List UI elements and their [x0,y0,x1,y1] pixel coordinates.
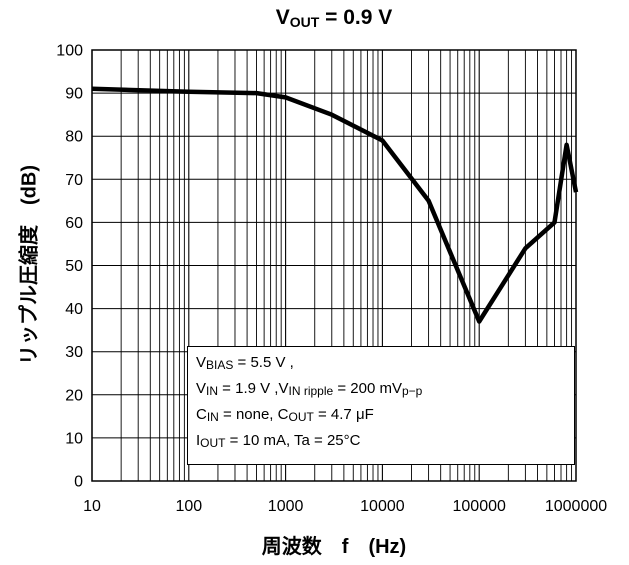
x-tick-label: 100000 [453,498,506,515]
legend-line-vin: VIN = 1.9 V ,VIN ripple = 200 mVp−p [196,380,423,398]
y-tick-label: 30 [65,344,83,361]
y-tick-label: 50 [65,258,83,275]
y-tick-label: 100 [56,43,83,60]
y-tick-label: 40 [65,301,83,318]
y-tick-label: 80 [65,129,83,146]
y-tick-label: 0 [74,474,83,491]
y-tick-label: 10 [65,430,83,447]
ripple-rejection-line [91,86,579,324]
x-tick-label: 1000000 [545,498,607,515]
legend-line-bias: VBIAS = 5.5 V , [196,354,294,372]
legend-line-cap: CIN = none, COUT = 4.7 μF [196,406,374,424]
x-tick-label: 10000 [360,498,405,515]
y-tick-label: 70 [65,172,83,189]
x-tick-label: 10 [83,498,101,515]
y-tick-label: 60 [65,215,83,232]
conditions-legend: VBIAS = 5.5 V , VIN = 1.9 V ,VIN ripple … [187,346,575,465]
x-axis-label: 周波数 f (Hz) [261,536,407,558]
legend-line-iout: IOUT = 10 mA, Ta = 25°C [196,432,361,450]
x-tick-label: 1000 [268,498,304,515]
chart-title: VOUT = 0.9 V [275,6,393,30]
series [91,86,579,324]
x-tick-label: 100 [175,498,202,515]
y-tick-label: 20 [65,387,83,404]
plot-frame [91,49,577,482]
y-tick-label: 90 [65,86,83,103]
